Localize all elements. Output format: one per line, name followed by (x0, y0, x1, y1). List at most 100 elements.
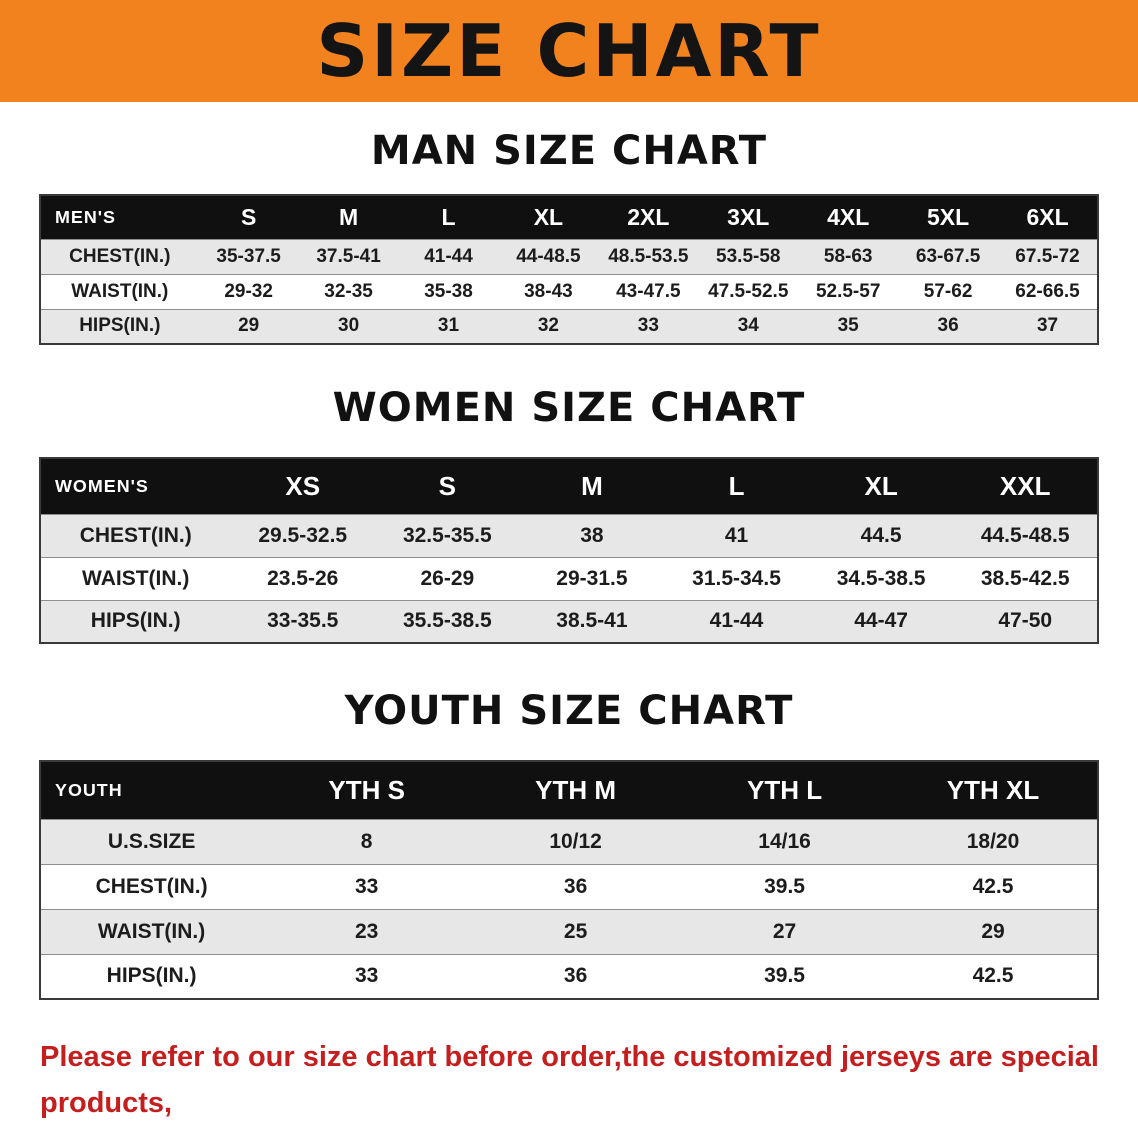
table-row: WAIST(IN.) 23.5-26 26-29 29-31.5 31.5-34.5 34… (40, 556, 1098, 600)
value-cell: 33 (262, 953, 472, 999)
size-column-header: XXL (953, 458, 1098, 514)
man-size-chart-heading: MAN SIZE CHART (370, 128, 768, 174)
value-cell: 38.5-42.5 (953, 556, 1098, 600)
size-column-header: XL (808, 458, 954, 514)
table-header-row: YOUTH YTH S YTH M YTH L YTH XL (40, 761, 1098, 819)
row-label: HIPS(IN.) (40, 953, 263, 999)
value-cell: 44.5-48.5 (953, 513, 1098, 557)
size-column-header: M (298, 195, 399, 239)
disclaimer-text: Please refer to our size chart before or… (40, 1034, 1118, 1132)
table-row: CHEST(IN.) 35-37.5 37.5-41 41-44 44-48.5 48.5… (40, 238, 1098, 274)
row-label: CHEST(IN.) (40, 863, 263, 909)
value-cell: 58-63 (798, 238, 899, 274)
table-corner-label: MEN'S (40, 195, 199, 239)
table-row: CHEST(IN.) 33 36 39.5 42.5 (40, 863, 1098, 909)
value-cell: 33-35.5 (230, 599, 376, 643)
value-cell: 38.5-41 (519, 599, 665, 643)
table-corner-label: YOUTH (40, 761, 263, 819)
table-row: WAIST(IN.) 23 25 27 29 (40, 908, 1098, 954)
size-chart-banner: SIZE CHART (0, 0, 1138, 102)
size-column-header: 2XL (598, 195, 699, 239)
value-cell: 26-29 (375, 556, 520, 600)
youth-size-table: YOUTH YTH S YTH M YTH L YTH XL U.S.SIZE 8 10/12… (39, 760, 1099, 1000)
size-column-header: L (398, 195, 499, 239)
size-column-header: L (664, 458, 809, 514)
value-cell: 52.5-57 (798, 273, 899, 309)
value-cell: 53.5-58 (698, 238, 799, 274)
value-cell: 29-32 (198, 273, 299, 309)
value-cell: 37.5-41 (298, 238, 399, 274)
size-column-header: YTH M (471, 761, 681, 819)
value-cell: 33 (598, 308, 699, 344)
value-cell: 39.5 (680, 953, 890, 999)
table-header-row: WOMEN'S XS S M L XL XXL (40, 458, 1098, 514)
size-column-header: YTH XL (889, 761, 1098, 819)
value-cell: 67.5-72 (998, 238, 1098, 274)
value-cell: 57-62 (898, 273, 999, 309)
size-column-header: YTH L (680, 761, 890, 819)
value-cell: 35-37.5 (198, 238, 299, 274)
value-cell: 41 (664, 513, 809, 557)
value-cell: 41-44 (664, 599, 809, 643)
value-cell: 62-66.5 (998, 273, 1098, 309)
value-cell: 23 (262, 908, 472, 954)
value-cell: 63-67.5 (898, 238, 999, 274)
row-label: WAIST(IN.) (40, 556, 231, 600)
value-cell: 34.5-38.5 (808, 556, 954, 600)
value-cell: 44-48.5 (498, 238, 599, 274)
row-label: CHEST(IN.) (40, 513, 231, 557)
value-cell: 25 (471, 908, 681, 954)
size-column-header: 6XL (998, 195, 1098, 239)
row-label: HIPS(IN.) (40, 599, 231, 643)
value-cell: 37 (998, 308, 1098, 344)
value-cell: 36 (898, 308, 999, 344)
youth-size-chart-heading: YOUTH SIZE CHART (344, 688, 794, 734)
value-cell: 27 (680, 908, 890, 954)
value-cell: 29 (198, 308, 299, 344)
size-column-header: S (375, 458, 520, 514)
size-column-header: XS (230, 458, 376, 514)
table-header-row: MEN'S S M L XL 2XL 3XL 4XL 5XL 6XL (40, 195, 1098, 239)
value-cell: 32-35 (298, 273, 399, 309)
value-cell: 10/12 (471, 818, 681, 864)
table-row: HIPS(IN.) 29 30 31 32 33 34 35 36 37 (40, 308, 1098, 344)
women-size-chart-heading: WOMEN SIZE CHART (332, 385, 806, 431)
size-column-header: 4XL (798, 195, 899, 239)
value-cell: 44.5 (808, 513, 954, 557)
value-cell: 30 (298, 308, 399, 344)
disclaimer-line-2: we don't accept cancel, change, teturn o… (40, 1127, 1118, 1132)
value-cell: 29 (889, 908, 1098, 954)
value-cell: 47.5-52.5 (698, 273, 799, 309)
value-cell: 31.5-34.5 (664, 556, 809, 600)
size-column-header: 5XL (898, 195, 999, 239)
table-row: HIPS(IN.) 33 36 39.5 42.5 (40, 953, 1098, 999)
value-cell: 31 (398, 308, 499, 344)
table-row: HIPS(IN.) 33-35.5 35.5-38.5 38.5-41 41-44 44-… (40, 599, 1098, 643)
value-cell: 44-47 (808, 599, 954, 643)
row-label: U.S.SIZE (40, 818, 263, 864)
row-label: CHEST(IN.) (40, 238, 199, 274)
disclaimer-line-1: Please refer to our size chart before or… (40, 1041, 1099, 1120)
value-cell: 8 (262, 818, 472, 864)
value-cell: 35.5-38.5 (375, 599, 520, 643)
value-cell: 43-47.5 (598, 273, 699, 309)
table-row: WAIST(IN.) 29-32 32-35 35-38 38-43 43-47.5 47.… (40, 273, 1098, 309)
men-size-table: MEN'S S M L XL 2XL 3XL 4XL 5XL 6XL CHEST(IN.) 35-37… (39, 194, 1099, 345)
value-cell: 14/16 (680, 818, 890, 864)
page-title: SIZE CHART (316, 9, 822, 93)
size-column-header: M (519, 458, 665, 514)
value-cell: 32 (498, 308, 599, 344)
value-cell: 35 (798, 308, 899, 344)
value-cell: 34 (698, 308, 799, 344)
value-cell: 48.5-53.5 (598, 238, 699, 274)
size-column-header: XL (498, 195, 599, 239)
value-cell: 38-43 (498, 273, 599, 309)
size-column-header: YTH S (262, 761, 472, 819)
value-cell: 29.5-32.5 (230, 513, 376, 557)
row-label: WAIST(IN.) (40, 908, 263, 954)
value-cell: 42.5 (889, 863, 1098, 909)
table-row: U.S.SIZE 8 10/12 14/16 18/20 (40, 818, 1098, 864)
value-cell: 36 (471, 953, 681, 999)
size-column-header: 3XL (698, 195, 799, 239)
